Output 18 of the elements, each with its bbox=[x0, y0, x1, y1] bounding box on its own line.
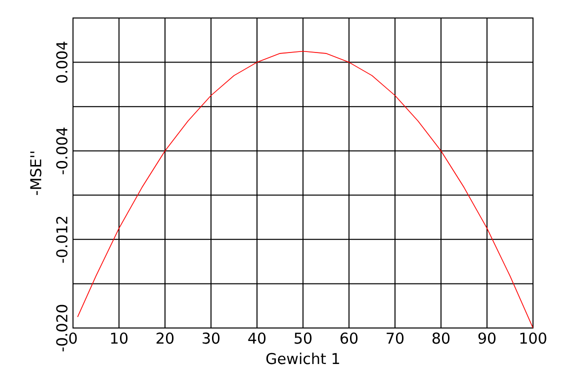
y-tick-label: -0.012 bbox=[56, 216, 68, 263]
x-tick-label: 40 bbox=[248, 332, 266, 344]
y-tick-label: -0.020 bbox=[56, 304, 68, 352]
x-tick-label: 70 bbox=[386, 332, 404, 344]
x-tick-label: 50 bbox=[294, 332, 312, 344]
x-axis-title: Gewicht 1 bbox=[266, 352, 340, 364]
x-tick-label: 30 bbox=[202, 332, 220, 344]
y-tick-label: 0.004 bbox=[56, 42, 68, 83]
line-series bbox=[77, 50, 534, 328]
y-axis-title: -MSE'' bbox=[30, 152, 42, 195]
x-tick-label: 90 bbox=[478, 332, 496, 344]
x-tick-label: 100 bbox=[520, 332, 546, 344]
x-tick-label: 20 bbox=[156, 332, 174, 344]
x-tick-label: 0 bbox=[69, 332, 77, 344]
x-tick-label: 10 bbox=[111, 332, 128, 344]
x-tick-label: 80 bbox=[432, 332, 450, 344]
x-tick-label: 60 bbox=[340, 332, 358, 344]
y-tick-label: -0.004 bbox=[56, 128, 68, 174]
